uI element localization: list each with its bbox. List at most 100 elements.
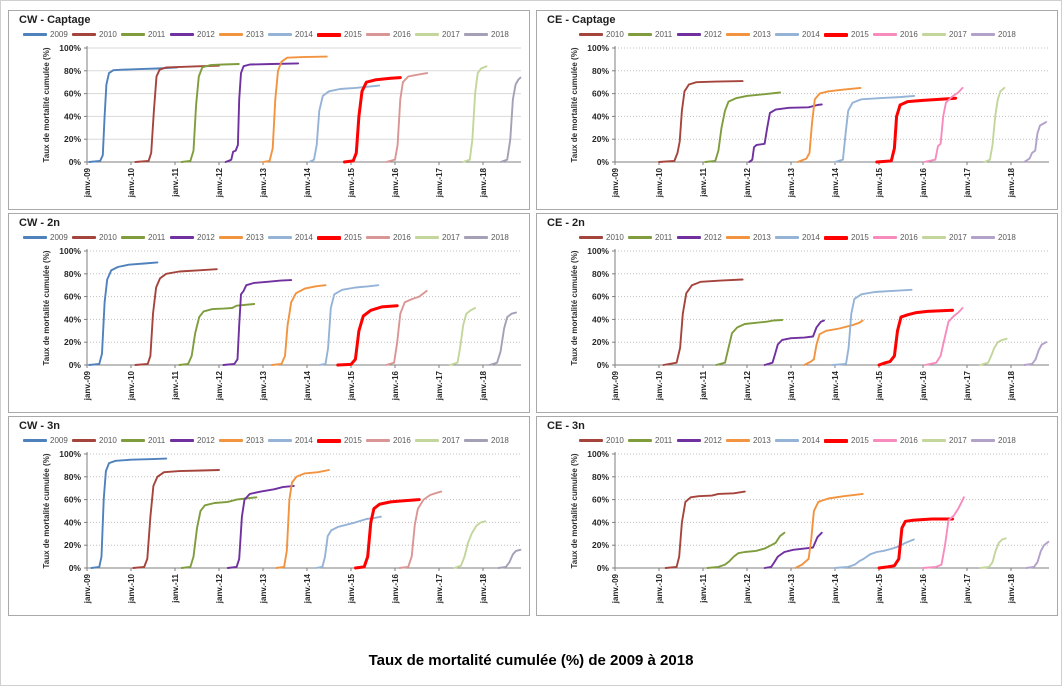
series-line-2014 bbox=[308, 84, 381, 163]
panel-title: CW - 2n bbox=[19, 217, 60, 229]
legend-item-2018: 2018 bbox=[971, 30, 1020, 39]
chart-legend: 2009 2010 2011 2012 2013 2014 2015 2016 2017 2018 bbox=[23, 230, 529, 245]
legend-label: 2018 bbox=[998, 436, 1016, 445]
legend-swatch-icon bbox=[677, 236, 701, 239]
x-tick-label: janv.-13 bbox=[259, 167, 268, 198]
series-line-2018 bbox=[1025, 540, 1050, 569]
legend-label: 2018 bbox=[998, 233, 1016, 242]
legend-item-2012: 2012 bbox=[170, 233, 219, 242]
legend-swatch-icon bbox=[23, 439, 47, 442]
x-tick-label: janv.-11 bbox=[699, 573, 708, 603]
legend-label: 2012 bbox=[704, 233, 722, 242]
y-tick-label: 80% bbox=[592, 269, 609, 279]
legend-item-2016: 2016 bbox=[873, 233, 922, 242]
y-tick-label: 40% bbox=[64, 517, 81, 527]
x-tick-label: janv.-17 bbox=[435, 370, 444, 401]
legend-label: 2012 bbox=[197, 30, 215, 39]
legend-swatch-icon bbox=[677, 439, 701, 442]
legend-item-2009: 2009 bbox=[23, 30, 72, 39]
legend-swatch-icon bbox=[72, 33, 96, 36]
series-line-2010 bbox=[664, 490, 746, 569]
legend-label: 2013 bbox=[753, 233, 771, 242]
legend-swatch-icon bbox=[824, 235, 848, 240]
legend-swatch-icon bbox=[268, 33, 292, 36]
series-line-2012 bbox=[224, 62, 300, 163]
series-line-2009 bbox=[88, 261, 159, 366]
legend-swatch-icon bbox=[726, 33, 750, 36]
series-line-2013 bbox=[796, 86, 862, 163]
x-tick-label: janv.-17 bbox=[435, 167, 444, 198]
charts-grid: CW - Captage 2009 2010 2011 2012 2013 2014 2015… bbox=[1, 1, 1061, 616]
x-tick-label: janv.-10 bbox=[655, 573, 664, 604]
legend-label: 2014 bbox=[295, 30, 313, 39]
series-line-2012 bbox=[763, 531, 823, 569]
x-tick-label: janv.-12 bbox=[743, 167, 752, 198]
legend-label: 2017 bbox=[949, 233, 967, 242]
legend-swatch-icon bbox=[23, 33, 47, 36]
y-tick-label: 60% bbox=[64, 292, 81, 302]
legend-swatch-icon bbox=[415, 439, 439, 442]
legend-item-2012: 2012 bbox=[677, 233, 726, 242]
legend-label: 2012 bbox=[704, 30, 722, 39]
x-tick-label: janv.-11 bbox=[171, 573, 180, 603]
legend-label: 2013 bbox=[753, 30, 771, 39]
series-line-2013 bbox=[270, 284, 327, 366]
legend-swatch-icon bbox=[415, 236, 439, 239]
x-tick-label: janv.-10 bbox=[127, 573, 136, 604]
series-line-2011 bbox=[178, 303, 256, 366]
legend-swatch-icon bbox=[464, 439, 488, 442]
x-tick-label: janv.-10 bbox=[655, 167, 664, 198]
legend-item-2010: 2010 bbox=[72, 233, 121, 242]
legend-swatch-icon bbox=[170, 236, 194, 239]
legend-item-2014: 2014 bbox=[775, 233, 824, 242]
chart-legend: 2009 2010 2011 2012 2013 2014 2015 2016 2017 2018 bbox=[23, 433, 529, 448]
legend-label: 2017 bbox=[442, 30, 460, 39]
x-tick-label: janv.-17 bbox=[963, 573, 972, 604]
chart-panel-cw-3n: CW - 3n 2009 2010 2011 2012 2013 2014 2015 2016 2… bbox=[8, 416, 530, 616]
legend-label: 2016 bbox=[900, 30, 918, 39]
legend-item-2013: 2013 bbox=[726, 30, 775, 39]
series-line-2013 bbox=[275, 469, 330, 569]
legend-swatch-icon bbox=[366, 236, 390, 239]
legend-swatch-icon bbox=[922, 439, 946, 442]
legend-label: 2012 bbox=[197, 233, 215, 242]
series-line-2016 bbox=[922, 496, 965, 569]
legend-item-2013: 2013 bbox=[726, 436, 775, 445]
legend-item-2011: 2011 bbox=[121, 233, 170, 242]
legend-item-2015: 2015 bbox=[317, 30, 366, 39]
x-tick-label: janv.-16 bbox=[919, 573, 928, 604]
legend-label: 2011 bbox=[655, 30, 673, 39]
legend-item-2012: 2012 bbox=[677, 30, 726, 39]
legend-item-2010: 2010 bbox=[579, 436, 628, 445]
legend-item-2014: 2014 bbox=[268, 233, 317, 242]
legend-swatch-icon bbox=[317, 32, 341, 37]
series-line-2016 bbox=[385, 72, 429, 163]
y-tick-label: 60% bbox=[592, 292, 609, 302]
legend-label: 2013 bbox=[246, 436, 264, 445]
legend-swatch-icon bbox=[415, 33, 439, 36]
x-tick-label: janv.-11 bbox=[699, 370, 708, 400]
legend-swatch-icon bbox=[873, 439, 897, 442]
x-tick-label: janv.-15 bbox=[347, 167, 356, 198]
legend-label: 2017 bbox=[949, 436, 967, 445]
legend-item-2017: 2017 bbox=[922, 436, 971, 445]
x-tick-label: janv.-11 bbox=[171, 167, 180, 197]
figure-caption: Taux de mortalité cumulée (%) de 2009 à … bbox=[368, 652, 694, 669]
x-tick-label: janv.-15 bbox=[875, 167, 884, 198]
x-tick-label: janv.-18 bbox=[479, 573, 488, 604]
legend-label: 2010 bbox=[606, 30, 624, 39]
x-tick-label: janv.-15 bbox=[875, 370, 884, 401]
chart-legend: 2009 2010 2011 2012 2013 2014 2015 2016 2017 2018 bbox=[23, 27, 529, 42]
y-tick-label: 20% bbox=[64, 134, 81, 144]
chart-plot: 0% 20% 40% 60% 80% 100% janv.-09 janv.-10 janv.-… bbox=[570, 449, 1050, 604]
y-tick-label: 100% bbox=[59, 246, 81, 256]
series-line-2009 bbox=[90, 457, 168, 569]
y-tick-label: 100% bbox=[59, 43, 81, 53]
legend-swatch-icon bbox=[922, 236, 946, 239]
legend-label: 2018 bbox=[998, 30, 1016, 39]
x-tick-label: janv.-11 bbox=[699, 167, 708, 197]
series-line-2014 bbox=[831, 288, 913, 366]
y-axis-title: Taux de mortalité cumulée (%) bbox=[570, 47, 579, 162]
series-line-2015 bbox=[875, 96, 958, 164]
legend-item-2016: 2016 bbox=[873, 436, 922, 445]
